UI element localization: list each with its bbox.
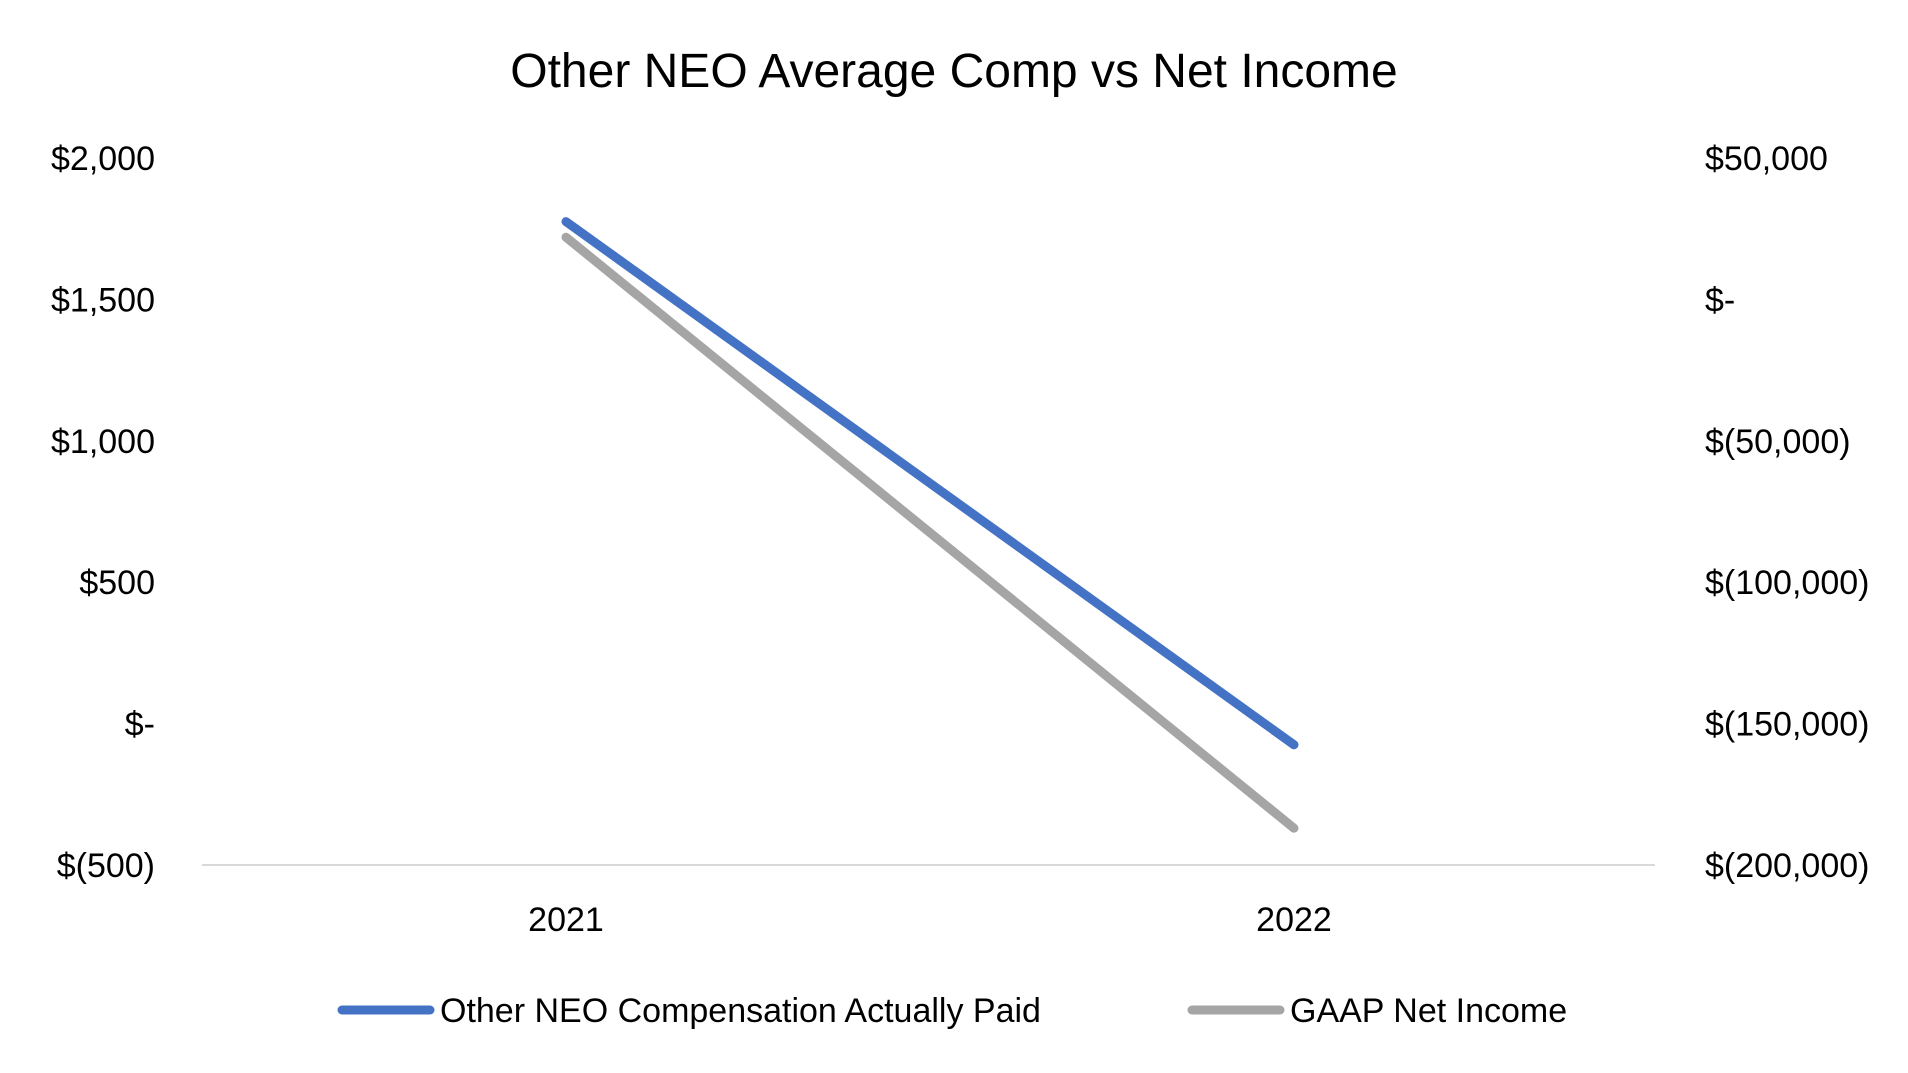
right-tick-label: $(200,000) [1705,847,1869,885]
right-tick-label: $50,000 [1705,140,1828,178]
series-line-net-income [561,232,1299,833]
right-tick-label: $(50,000) [1705,423,1851,461]
right-tick-label: $(100,000) [1705,564,1869,602]
series-line-comp [561,217,1299,750]
left-tick-label: $- [125,706,155,744]
right-axis-ticks: $50,000 $- $(50,000) $(100,000) $(150,000) $(… [1705,140,1869,885]
left-tick-label: $500 [79,564,155,602]
left-tick-label: $2,000 [51,140,155,178]
left-tick-label: $1,000 [51,423,155,461]
x-tick-label: 2022 [1256,901,1332,939]
legend: Other NEO Compensation Actually Paid GAA… [337,992,1567,1030]
series-lines [561,217,1299,833]
legend-label-net-income: GAAP Net Income [1290,992,1567,1030]
left-axis-ticks: $2,000 $1,500 $1,000 $500 $- $(500) [51,140,155,885]
x-axis-ticks: 2021 2022 [528,901,1332,939]
right-tick-label: $(150,000) [1705,706,1869,744]
x-tick-label: 2021 [528,901,604,939]
right-tick-label: $- [1705,281,1735,319]
left-tick-label: $1,500 [51,281,155,319]
legend-label-comp: Other NEO Compensation Actually Paid [440,992,1041,1030]
left-tick-label: $(500) [57,847,155,885]
chart-title: Other NEO Average Comp vs Net Income [510,45,1397,98]
